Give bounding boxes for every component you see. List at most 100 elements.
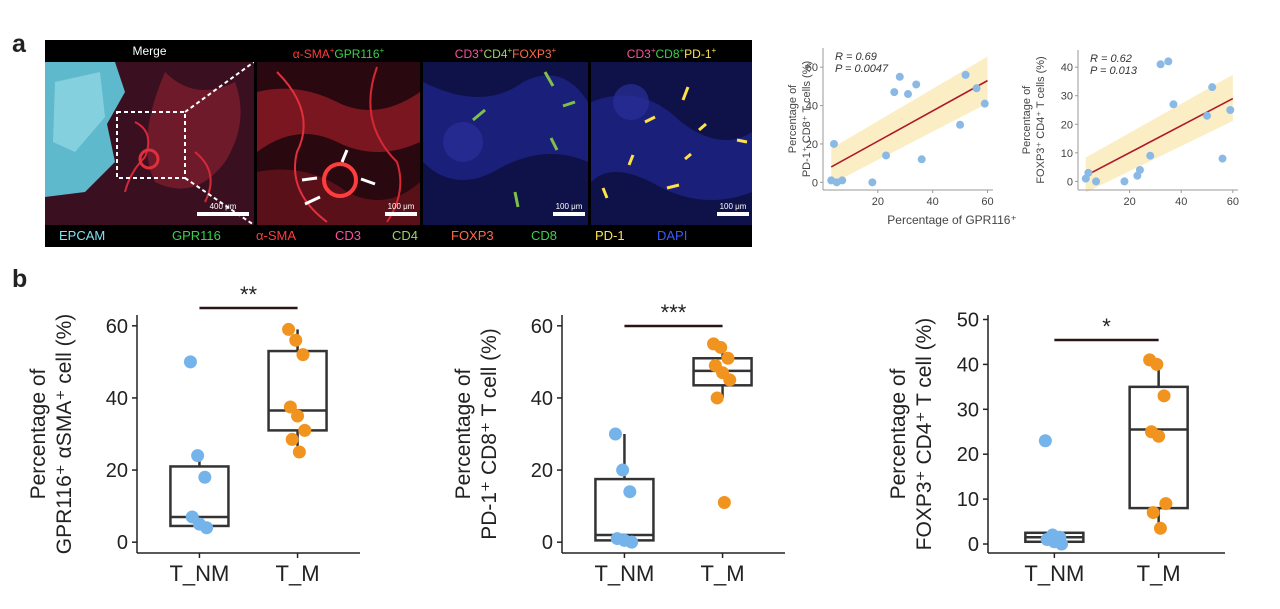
title-part: + bbox=[711, 46, 717, 55]
regression-line bbox=[830, 79, 988, 168]
box-plot-pd1-cd8: 0 20 40 60 T_NM T_M *** Percentage of PD-1⁺ CD8⁺… bbox=[452, 300, 785, 586]
title-part: + bbox=[650, 46, 656, 55]
data-point bbox=[917, 155, 926, 164]
significance-label: *** bbox=[661, 300, 687, 325]
y-tick-label: 10 bbox=[1061, 148, 1073, 160]
data-point bbox=[623, 485, 637, 499]
micrograph-cd3-cd4-foxp3: 100 μm bbox=[423, 62, 588, 225]
data-point bbox=[904, 90, 912, 99]
data-point bbox=[1226, 106, 1235, 114]
y-axis-label-line1: Percentage of bbox=[887, 368, 910, 499]
data-point bbox=[1153, 521, 1167, 535]
data-point bbox=[838, 176, 847, 185]
y-tick-label: 60 bbox=[806, 62, 818, 74]
data-point bbox=[1146, 506, 1160, 520]
data-point bbox=[1164, 57, 1173, 66]
confidence-band bbox=[831, 56, 988, 185]
legend-dapi: DAPI bbox=[657, 228, 688, 243]
scale-bar-asma: 100 μm bbox=[385, 202, 417, 216]
pd1-image bbox=[591, 62, 752, 225]
data-point bbox=[721, 351, 735, 365]
stat-p: P = 0.013 bbox=[1090, 65, 1138, 77]
stat-r: R = 0.62 bbox=[1090, 53, 1132, 65]
data-point bbox=[1169, 100, 1178, 109]
micrograph-title-cd3-cd8-pd1: CD3+CD8+PD-1+ bbox=[591, 40, 752, 62]
title-part: + bbox=[507, 46, 513, 55]
title-part: + bbox=[329, 46, 335, 55]
x-tick-label: 40 bbox=[927, 196, 939, 208]
title-part: α-SMA bbox=[292, 47, 330, 61]
title-part: CD3 bbox=[626, 47, 651, 61]
data-point bbox=[283, 400, 297, 414]
data-point bbox=[912, 80, 921, 89]
data-point bbox=[1055, 537, 1069, 551]
y-tick-label: 40 bbox=[957, 354, 979, 376]
data-point bbox=[1084, 168, 1093, 177]
x-tick-label: T_NM bbox=[1024, 561, 1084, 586]
panel-letter-a: a bbox=[12, 30, 26, 58]
data-point bbox=[289, 333, 303, 347]
data-point bbox=[1218, 154, 1227, 163]
data-point bbox=[890, 88, 899, 97]
green-arrows bbox=[472, 71, 576, 208]
y-tick-label: 50 bbox=[957, 309, 979, 331]
y-tick-label: 20 bbox=[531, 460, 553, 482]
title-part: CD8 bbox=[655, 47, 680, 61]
title-part: FOXP3 bbox=[512, 47, 552, 61]
stat-r: R = 0.69 bbox=[835, 51, 877, 63]
data-point bbox=[717, 496, 731, 510]
y-tick-label: 60 bbox=[531, 316, 553, 338]
y-tick-label: 40 bbox=[531, 388, 553, 410]
y-tick-label: 0 bbox=[117, 532, 128, 554]
legend-cd8: CD8 bbox=[531, 228, 558, 243]
scale-bar-label: 400 μm bbox=[209, 202, 237, 211]
data-point bbox=[1159, 497, 1173, 511]
y-tick-label: 0 bbox=[812, 177, 818, 189]
data-point bbox=[1156, 60, 1165, 69]
data-point bbox=[1208, 83, 1217, 92]
data-point bbox=[1146, 151, 1155, 160]
y-tick-label: 40 bbox=[806, 101, 818, 113]
y-tick-label: 40 bbox=[1061, 62, 1073, 74]
data-point bbox=[961, 70, 970, 79]
y-tick-label: 0 bbox=[1067, 176, 1073, 188]
micrograph-title-merge: Merge bbox=[45, 40, 254, 62]
confidence-band bbox=[1085, 74, 1233, 193]
data-point bbox=[882, 151, 891, 160]
x-tick-label: 60 bbox=[1227, 196, 1239, 208]
legend-cd4: CD4 bbox=[392, 228, 419, 243]
y-axis-label-line2: FOXP3⁺ CD4⁺ T cells (%) bbox=[1035, 56, 1047, 183]
data-point bbox=[291, 409, 305, 423]
panel-letter-b: b bbox=[12, 265, 28, 293]
title-part: Merge bbox=[132, 44, 167, 58]
y-tick-label: 0 bbox=[542, 532, 553, 554]
x-tick-label: 60 bbox=[981, 196, 993, 208]
micrograph-cd3-cd8-pd1: 100 μm bbox=[591, 62, 752, 225]
foxp3-image bbox=[423, 62, 588, 225]
data-point bbox=[956, 120, 965, 129]
data-point bbox=[868, 178, 877, 187]
data-point bbox=[1150, 357, 1164, 371]
data-point bbox=[616, 463, 630, 477]
title-part: + bbox=[379, 46, 385, 55]
data-point bbox=[972, 84, 981, 93]
stat-p: P = 0.0047 bbox=[835, 63, 889, 75]
y-tick-label: 20 bbox=[957, 444, 979, 466]
y-tick-label: 0 bbox=[968, 534, 979, 556]
scale-bar-foxp3: 100 μm bbox=[553, 202, 585, 216]
legend-gpr116: GPR116 bbox=[172, 228, 221, 243]
data-point bbox=[285, 432, 299, 446]
data-point bbox=[1038, 434, 1052, 448]
significance-label: * bbox=[1102, 314, 1111, 339]
box-T_M bbox=[1128, 385, 1189, 510]
data-point bbox=[1157, 389, 1171, 403]
data-point bbox=[183, 355, 197, 369]
data-point bbox=[198, 470, 212, 484]
legend-foxp3: FOXP3 bbox=[451, 228, 494, 243]
data-point bbox=[1135, 166, 1144, 174]
channel-legend: EPCAM GPR116 α-SMA CD3 CD4 FOXP3 CD8 PD-… bbox=[45, 225, 752, 247]
y-tick-label: 20 bbox=[1061, 119, 1073, 131]
title-part: CD3 bbox=[454, 47, 479, 61]
scale-bar-pd1: 100 μm bbox=[717, 202, 749, 216]
x-tick-label: T_M bbox=[276, 561, 320, 586]
